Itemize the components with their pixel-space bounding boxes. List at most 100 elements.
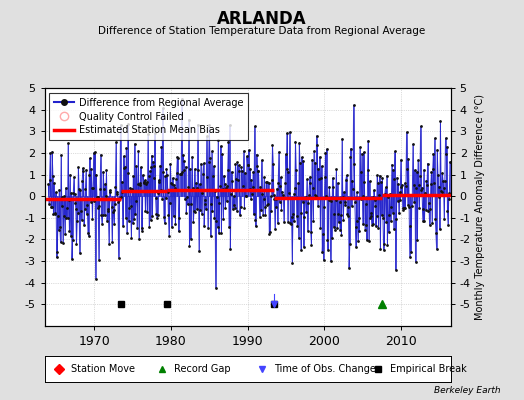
- Point: [421, 190, 429, 196]
- Point: [198, 190, 206, 196]
- Point: [298, 199, 307, 205]
- Point: [228, 205, 237, 212]
- Point: [420, 218, 429, 224]
- Point: [418, 206, 427, 212]
- Point: [90, 197, 99, 204]
- Point: [130, 141, 139, 147]
- Point: [177, 171, 185, 177]
- Point: [175, 215, 183, 221]
- Point: [209, 173, 217, 180]
- Point: [113, 191, 121, 197]
- Point: [353, 218, 362, 224]
- Point: [294, 180, 302, 187]
- Point: [86, 155, 94, 162]
- Point: [190, 208, 198, 214]
- Point: [263, 202, 271, 208]
- Point: [237, 164, 245, 170]
- Point: [446, 159, 454, 165]
- Point: [368, 221, 376, 228]
- Point: [54, 227, 63, 233]
- Point: [147, 164, 155, 170]
- Point: [75, 250, 84, 256]
- Point: [356, 168, 365, 175]
- Point: [233, 159, 242, 166]
- Point: [183, 194, 191, 200]
- Point: [238, 168, 246, 174]
- Point: [334, 211, 343, 218]
- Point: [210, 214, 219, 221]
- Point: [350, 161, 358, 168]
- Point: [81, 206, 89, 212]
- Point: [154, 190, 162, 196]
- Point: [105, 187, 114, 194]
- Point: [132, 163, 140, 169]
- Point: [230, 193, 238, 199]
- Point: [141, 208, 150, 214]
- Point: [408, 191, 417, 198]
- Point: [119, 223, 127, 229]
- Point: [370, 197, 379, 203]
- Point: [88, 185, 96, 192]
- Point: [400, 180, 409, 186]
- Point: [401, 205, 409, 211]
- Point: [125, 205, 134, 211]
- Point: [220, 172, 228, 179]
- Point: [138, 228, 146, 234]
- Point: [408, 202, 416, 209]
- Point: [439, 177, 447, 184]
- Point: [127, 234, 136, 241]
- Point: [377, 179, 385, 185]
- Point: [290, 190, 298, 197]
- Point: [171, 185, 179, 191]
- Point: [78, 178, 86, 184]
- Point: [161, 173, 169, 179]
- Point: [194, 167, 203, 174]
- Point: [254, 168, 262, 174]
- Point: [46, 150, 54, 156]
- Point: [364, 167, 372, 174]
- Point: [291, 185, 299, 191]
- Point: [206, 232, 215, 239]
- Point: [239, 183, 247, 189]
- Point: [122, 145, 130, 152]
- Point: [279, 192, 288, 198]
- Point: [170, 182, 178, 188]
- Point: [438, 188, 446, 195]
- Point: [304, 200, 312, 206]
- Point: [77, 208, 85, 214]
- Point: [429, 151, 438, 157]
- Point: [212, 218, 221, 224]
- Point: [303, 176, 311, 183]
- Point: [97, 212, 105, 218]
- Point: [413, 237, 422, 243]
- Point: [58, 194, 67, 200]
- Point: [368, 194, 377, 200]
- Point: [159, 169, 168, 175]
- Text: Record Gap: Record Gap: [174, 364, 231, 374]
- Point: [373, 172, 381, 179]
- Point: [259, 212, 267, 218]
- Text: ARLANDA: ARLANDA: [217, 10, 307, 28]
- Point: [314, 166, 323, 172]
- Point: [231, 161, 239, 167]
- Point: [215, 230, 223, 236]
- Point: [160, 214, 168, 220]
- Point: [49, 173, 57, 179]
- Point: [358, 193, 367, 199]
- Point: [391, 148, 399, 155]
- Point: [316, 224, 324, 231]
- Point: [328, 235, 336, 241]
- Point: [415, 204, 423, 211]
- Point: [357, 195, 365, 202]
- Point: [307, 229, 315, 236]
- Point: [258, 191, 267, 197]
- Point: [110, 207, 118, 213]
- Point: [390, 226, 398, 232]
- Point: [160, 220, 169, 226]
- Point: [192, 185, 201, 192]
- Point: [179, 152, 187, 158]
- Point: [232, 176, 241, 182]
- Point: [389, 166, 397, 173]
- Point: [287, 220, 295, 227]
- Point: [431, 135, 439, 142]
